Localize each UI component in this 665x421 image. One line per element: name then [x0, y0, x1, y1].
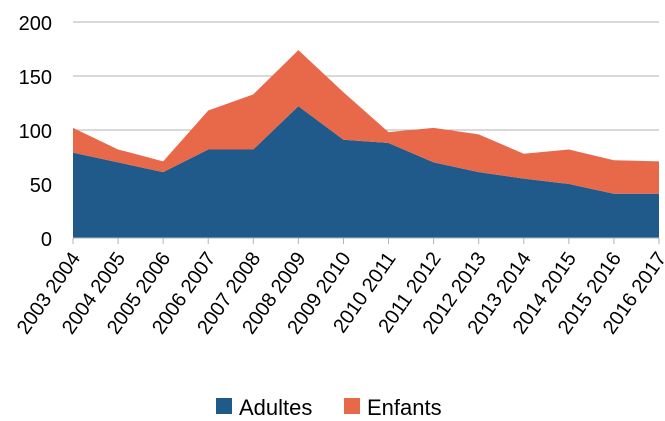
y-tick-label: 100 — [19, 121, 52, 143]
stacked-areas — [73, 50, 659, 239]
legend-label-adultes: Adultes — [239, 395, 312, 420]
area-series-enfants — [73, 50, 659, 194]
area-series-adultes — [73, 106, 659, 239]
y-tick-label: 200 — [19, 13, 52, 35]
y-axis: 200 150 100 50 0 — [19, 13, 52, 251]
y-tick-label: 0 — [41, 229, 52, 251]
y-tick-label: 50 — [30, 175, 52, 197]
legend-swatch-adultes — [216, 398, 232, 414]
legend: Adultes Enfants — [216, 395, 442, 420]
y-tick-label: 150 — [19, 67, 52, 89]
legend-swatch-enfants — [344, 398, 360, 414]
legend-label-enfants: Enfants — [367, 395, 442, 420]
